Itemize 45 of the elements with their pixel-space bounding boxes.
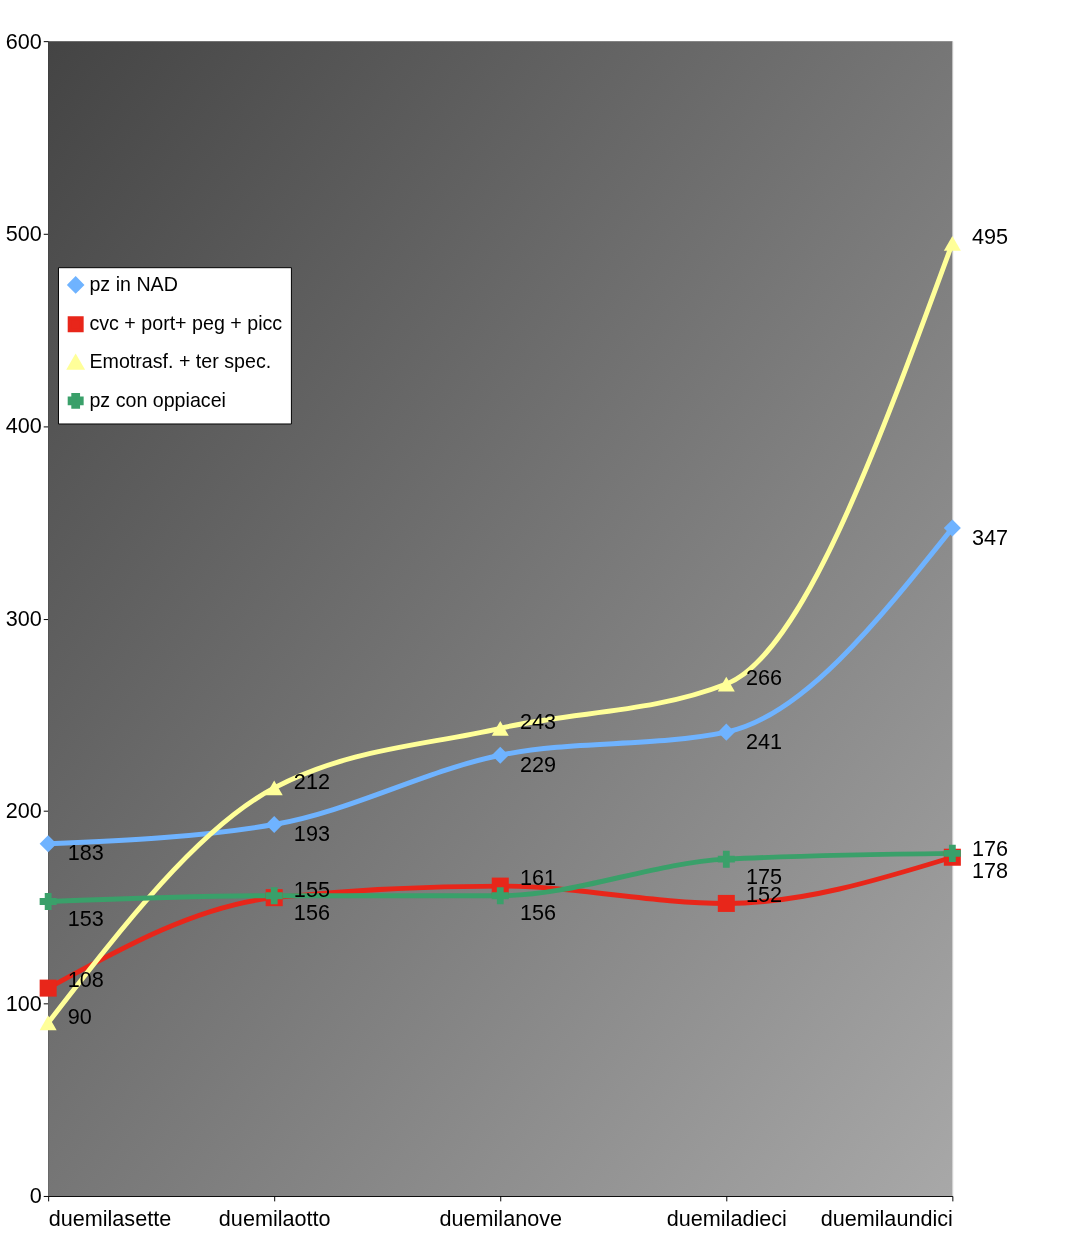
data-label: 347 xyxy=(972,524,1009,550)
point xyxy=(39,835,57,853)
legend-label: cvc + port+ peg + picc xyxy=(89,312,283,335)
x-tick-label: duemilanove xyxy=(439,1205,563,1231)
x-tick-label: duemiladieci xyxy=(666,1205,787,1231)
point xyxy=(717,676,735,692)
y-tick-label: 500 xyxy=(5,221,42,246)
data-label: 156 xyxy=(519,900,556,926)
point xyxy=(39,979,57,997)
legend-label: pz in NAD xyxy=(89,272,178,295)
point xyxy=(943,519,961,537)
data-label: 266 xyxy=(745,664,783,690)
point xyxy=(265,780,283,796)
legend-label: pz con oppiacei xyxy=(89,388,226,411)
y-tick-label: 600 xyxy=(5,28,42,54)
data-label: 153 xyxy=(67,906,104,932)
x-tick-label: duemilasette xyxy=(48,1205,172,1231)
point xyxy=(943,844,961,862)
data-label: 241 xyxy=(745,728,783,754)
data-label: 495 xyxy=(972,224,1009,250)
point xyxy=(491,887,509,905)
data-label: 156 xyxy=(293,900,330,926)
y-tick-label: 0 xyxy=(29,1183,42,1209)
y-tick-label: 100 xyxy=(5,990,42,1016)
data-label: 161 xyxy=(519,865,556,891)
point xyxy=(717,723,735,741)
y-tick-label: 400 xyxy=(5,413,42,439)
point xyxy=(265,816,283,834)
data-label: 183 xyxy=(67,840,104,866)
point xyxy=(39,892,57,911)
point xyxy=(717,894,735,912)
point xyxy=(39,1015,57,1031)
data-label: 229 xyxy=(519,751,556,777)
point xyxy=(717,850,735,868)
x-tick-label: duemilaundici xyxy=(820,1205,953,1231)
data-label: 212 xyxy=(293,768,330,794)
y-tick-label: 300 xyxy=(5,605,42,631)
data-label: 90 xyxy=(67,1003,92,1029)
y-tick-label: 200 xyxy=(5,798,42,824)
x-tick-label: duemilaotto xyxy=(218,1205,331,1231)
point xyxy=(491,720,509,736)
point xyxy=(491,746,509,764)
legend-label: Emotrasf. + ter spec. xyxy=(89,350,272,373)
point xyxy=(943,235,961,251)
data-label: 193 xyxy=(293,821,330,847)
